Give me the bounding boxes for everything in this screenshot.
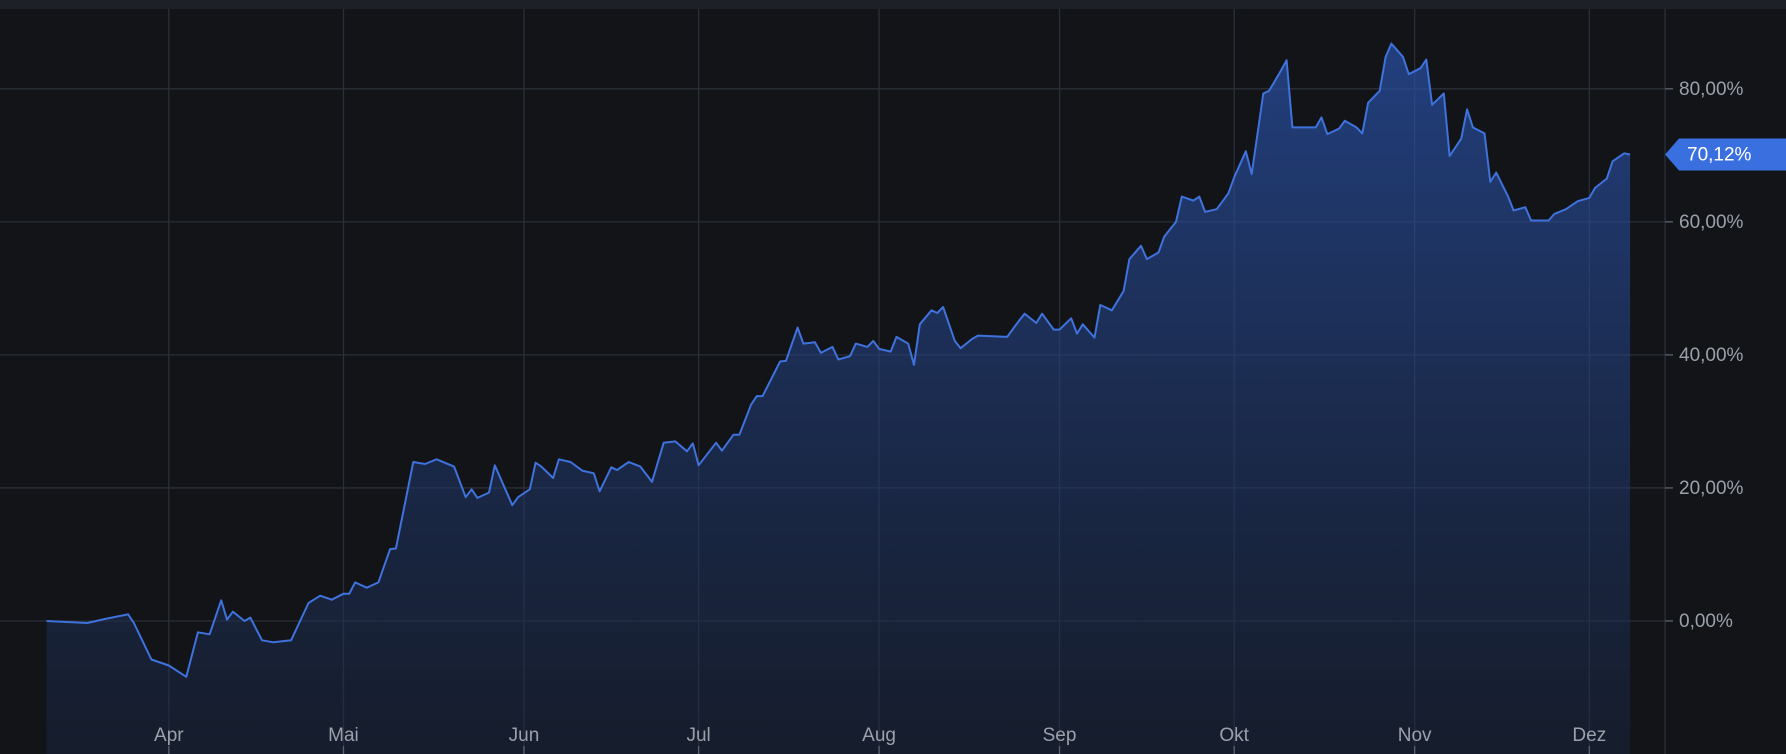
x-tick-label: Jun: [509, 725, 540, 746]
x-tick-label: Nov: [1398, 725, 1432, 746]
x-tick-label: Mai: [328, 725, 359, 746]
area: [46, 43, 1631, 754]
x-tick-label: Dez: [1572, 725, 1606, 746]
x-tick-label: Sep: [1043, 725, 1077, 746]
y-tick-label: 40,00%: [1679, 345, 1744, 366]
y-tick-label: 80,00%: [1679, 79, 1744, 100]
y-tick-label: 0,00%: [1679, 611, 1733, 632]
current-value-badge: [1665, 138, 1786, 171]
x-tick-label: Apr: [154, 725, 184, 746]
line: [46, 42, 1631, 678]
x-tick-label: Aug: [862, 725, 896, 746]
y-tick-label: 60,00%: [1679, 212, 1744, 233]
y-tick-label: 20,00%: [1679, 478, 1744, 499]
x-tick-label: Okt: [1219, 725, 1249, 746]
current-value-label: 70,12%: [1687, 145, 1752, 166]
top-bar: [0, 0, 1786, 9]
x-tick-label: Jul: [686, 725, 710, 746]
